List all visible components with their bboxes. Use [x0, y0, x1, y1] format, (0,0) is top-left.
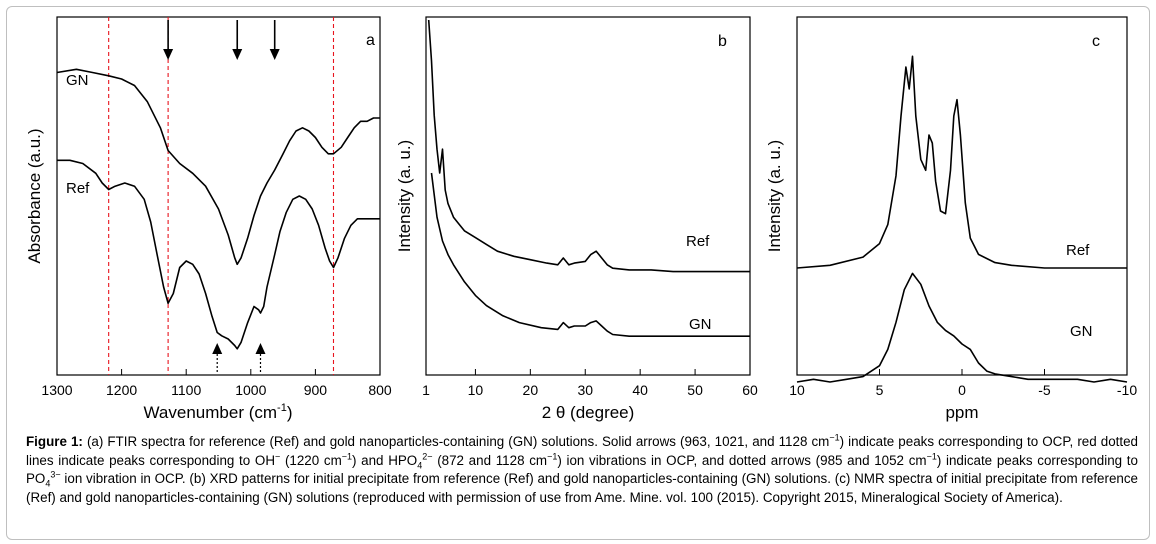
- caption-sup: −1: [341, 451, 353, 462]
- panel-a-label-ref: Ref: [66, 180, 90, 197]
- caption-line2d: (872 and 1128 cm: [432, 452, 548, 468]
- caption-line5: Mine. vol. 100 (2015). Copyright 2015, M…: [629, 489, 1063, 505]
- caption-line3c: ion vibration in OCP. (b) XRD patterns f…: [60, 471, 771, 486]
- panel-c-label-gn: GN: [1070, 323, 1093, 340]
- panel-b-series-ref-line: [427, 19, 750, 273]
- panel-a-y-axis-title: Absorbance (a.u.): [25, 128, 44, 263]
- panel-a-dotted-arrow-head: [255, 343, 266, 354]
- figure-caption: Figure 1: (a) FTIR spectra for reference…: [26, 433, 1138, 507]
- panel-a-series-ref-line: [57, 159, 380, 350]
- panel-a-letter: a: [366, 32, 375, 49]
- panel-a-solid-arrow-head: [163, 49, 174, 60]
- panel-a-x-axis-title: Wavenumber (cm-1): [144, 402, 293, 422]
- caption-sup: −: [275, 451, 281, 462]
- panel-a-x-tick-label: 1200: [106, 382, 137, 398]
- panel-c-y-axis-title: Intensity (a. u.): [765, 140, 784, 252]
- panel-c-series-ref-line: [796, 55, 1127, 269]
- panel-b: 1 10 20 30 40 50 60 b Ref GN 2 θ (degree) Inte…: [395, 16, 758, 422]
- caption-line2b: (1220 cm: [280, 452, 342, 468]
- caption-line3a: cm: [908, 452, 927, 468]
- panel-b-x-tick-label: 50: [687, 382, 703, 398]
- panel-c-x-tick-label: -5: [1038, 382, 1051, 398]
- caption-line3b: ) indicate peaks corresponding to PO: [26, 452, 1138, 487]
- panel-b-x-axis-title: 2 θ (degree): [542, 403, 635, 422]
- panel-c-x-tick-label: 0: [958, 382, 966, 398]
- panel-c-x-axis-title: ppm: [945, 403, 978, 422]
- panel-a-dotted-arrow-head: [212, 343, 223, 354]
- caption-line2a: to OCP, red dotted lines indicate peaks …: [26, 434, 1138, 468]
- panel-c-letter: c: [1092, 33, 1100, 50]
- panel-b-series-gn-line: [430, 172, 750, 337]
- panel-a: 1300 1200 1100 1000 900 800 a GN Ref Wavenumb…: [25, 16, 392, 422]
- caption-label: Figure 1:: [26, 434, 83, 449]
- caption-line2c: ) and HPO: [352, 452, 418, 468]
- panel-a-axes-frame: [56, 16, 381, 376]
- panel-a-solid-arrow-head: [232, 49, 243, 60]
- panel-a-x-tick-label: 1000: [235, 382, 266, 398]
- panel-b-x-tick-label: 30: [577, 382, 593, 398]
- panel-c-x-tick-label: 10: [789, 382, 805, 398]
- panel-b-x-tick-label: 1: [422, 382, 430, 398]
- caption-line2e: ) ion vibrations in OCP, and dotted arro…: [557, 452, 904, 468]
- caption-sup: −1: [926, 451, 937, 462]
- panel-b-label-gn: GN: [689, 316, 712, 333]
- caption-line4: solutions. (c) NMR spectra of initial pr…: [26, 471, 1138, 505]
- panel-c-series-gn-line: [796, 272, 1128, 383]
- figure-panels: 1300 1200 1100 1000 900 800 a GN Ref Wavenumb…: [25, 16, 1137, 422]
- caption-sub: 4: [417, 460, 423, 471]
- panel-c-x-tick-label: -10: [1117, 382, 1137, 398]
- panel-c-x-tick-label: 5: [876, 382, 884, 398]
- panel-a-x-tick-label: 900: [304, 382, 328, 398]
- panel-c-axes-frame: [796, 16, 1128, 376]
- caption-sup: 3−: [50, 469, 61, 480]
- panel-b-axes-frame: [425, 16, 751, 376]
- panel-c-label-ref: Ref: [1066, 242, 1090, 259]
- caption-line1: (a) FTIR spectra for reference (Ref) and…: [86, 434, 830, 449]
- panel-c: 10 5 0 -5 -10 c Ref GN ppm Intensity (a. u.): [765, 16, 1137, 422]
- panel-b-x-tick-label: 10: [468, 382, 484, 398]
- caption-sup: −1: [829, 432, 840, 443]
- caption-sub: 4: [45, 478, 51, 489]
- panel-b-x-tick-label: 60: [742, 382, 758, 398]
- panel-a-x-tick-label: 1100: [171, 382, 201, 398]
- figure-frame: [6, 6, 1150, 540]
- panel-a-solid-arrow-head: [269, 49, 280, 60]
- caption-sup: −1: [547, 451, 558, 462]
- panel-a-label-gn: GN: [66, 72, 89, 89]
- panel-a-series-gn-line: [56, 68, 380, 266]
- panel-a-x-tick-label: 800: [368, 382, 392, 398]
- panel-a-x-tick-label: 1300: [41, 382, 72, 398]
- panel-b-y-axis-title: Intensity (a. u.): [395, 140, 414, 252]
- panel-b-x-tick-label: 40: [632, 382, 648, 398]
- panel-b-x-tick-label: 20: [523, 382, 539, 398]
- panel-b-letter: b: [718, 33, 727, 50]
- panel-b-label-ref: Ref: [686, 233, 710, 250]
- caption-line1-end: ) indicate peaks corresponding: [839, 434, 1023, 449]
- caption-sup: 2−: [422, 451, 433, 462]
